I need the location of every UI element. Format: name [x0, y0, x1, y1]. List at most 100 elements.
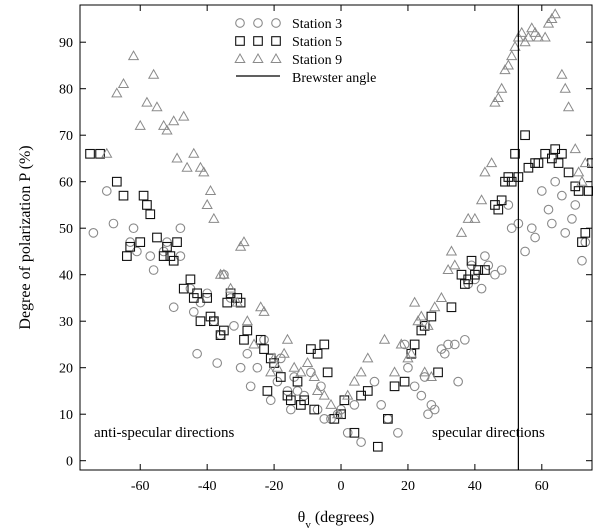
x-tick-label: 60	[535, 479, 549, 494]
data-point	[168, 115, 180, 126]
data-point	[242, 348, 253, 359]
data-point	[208, 212, 220, 223]
data-point	[550, 176, 561, 187]
legend-label: Station 3	[292, 17, 342, 32]
data-point	[376, 400, 387, 410]
data-point	[349, 400, 360, 410]
data-point	[125, 241, 136, 252]
data-point	[579, 157, 591, 168]
data-point	[172, 237, 182, 248]
data-point	[573, 186, 584, 196]
data-point	[222, 297, 233, 308]
legend-marker	[253, 36, 263, 46]
data-point	[557, 148, 567, 159]
x-tick-label: -20	[265, 479, 284, 494]
data-point	[516, 26, 528, 37]
x-tick-label: -60	[131, 479, 150, 494]
data-point	[158, 251, 169, 261]
data-point	[301, 357, 314, 368]
data-point	[319, 339, 330, 350]
data-point	[506, 223, 517, 234]
data-point	[559, 82, 571, 93]
data-point	[265, 395, 276, 406]
series-station-3	[88, 176, 591, 447]
data-point	[311, 384, 324, 395]
data-point	[388, 366, 401, 377]
data-point	[435, 291, 448, 302]
data-point	[496, 265, 507, 275]
data-point	[557, 190, 567, 201]
data-point	[362, 386, 373, 396]
y-tick-label: 20	[59, 362, 73, 377]
data-point	[255, 334, 266, 345]
legend-marker	[234, 52, 246, 63]
data-point	[449, 259, 461, 270]
data-point	[101, 186, 112, 196]
axes: -60 -40 -20 0 20 40 60 0 10 20 30 40 50 60 70 80 90	[59, 4, 593, 494]
data-point	[202, 293, 213, 303]
data-point	[245, 381, 256, 392]
data-point	[288, 361, 300, 372]
data-point	[171, 152, 183, 163]
legend-marker	[235, 36, 245, 46]
legend-label: Station 5	[292, 35, 342, 50]
data-point	[510, 148, 520, 159]
data-point	[135, 237, 146, 248]
data-point	[201, 198, 213, 209]
data-point	[336, 409, 346, 420]
data-point	[188, 307, 199, 317]
legend-label: Brewster angle	[292, 71, 376, 86]
data-point	[281, 333, 294, 344]
data-point	[141, 96, 153, 107]
annotation-anti-specular: anti-specular directions	[94, 425, 235, 441]
data-point	[325, 398, 337, 409]
annotation-specular: specular directions	[432, 425, 545, 441]
data-point	[576, 175, 588, 186]
data-point	[108, 218, 119, 229]
data-point	[262, 386, 273, 396]
data-point	[195, 316, 206, 327]
data-point	[342, 427, 353, 438]
data-point	[473, 265, 484, 275]
data-point	[560, 228, 571, 238]
data-point	[148, 265, 159, 275]
data-point	[446, 302, 457, 313]
x-tick-label: 40	[468, 479, 482, 494]
data-point	[455, 226, 468, 237]
data-point	[158, 119, 170, 130]
data-point	[185, 274, 196, 285]
data-point	[88, 228, 99, 238]
data-point	[485, 157, 498, 168]
data-point	[496, 195, 507, 206]
data-point	[278, 347, 290, 358]
y-axis-title: Degree of polarization P (%)	[17, 145, 34, 329]
data-point	[242, 325, 253, 336]
data-point	[533, 158, 544, 168]
data-point	[422, 319, 434, 330]
data-point	[509, 40, 521, 51]
data-point	[235, 362, 246, 373]
y-tick-label: 60	[59, 176, 73, 191]
data-point	[409, 339, 420, 350]
data-point	[238, 236, 250, 247]
data-point	[142, 200, 152, 210]
data-point	[453, 376, 463, 387]
data-point	[429, 404, 440, 415]
data-point	[292, 386, 303, 396]
data-point	[369, 376, 380, 387]
legend-marker	[270, 52, 282, 63]
data-point	[415, 310, 427, 321]
data-point	[572, 166, 585, 177]
data-point	[403, 362, 413, 373]
data-point	[342, 389, 354, 400]
data-point	[419, 366, 431, 377]
data-point	[408, 296, 421, 307]
data-point	[145, 209, 156, 220]
data-point	[433, 367, 443, 378]
x-tick-label: 20	[401, 479, 415, 494]
data-point	[224, 282, 237, 293]
data-point	[443, 339, 453, 350]
data-point	[567, 214, 577, 224]
plot-frame	[79, 4, 593, 471]
data-point	[318, 389, 330, 400]
